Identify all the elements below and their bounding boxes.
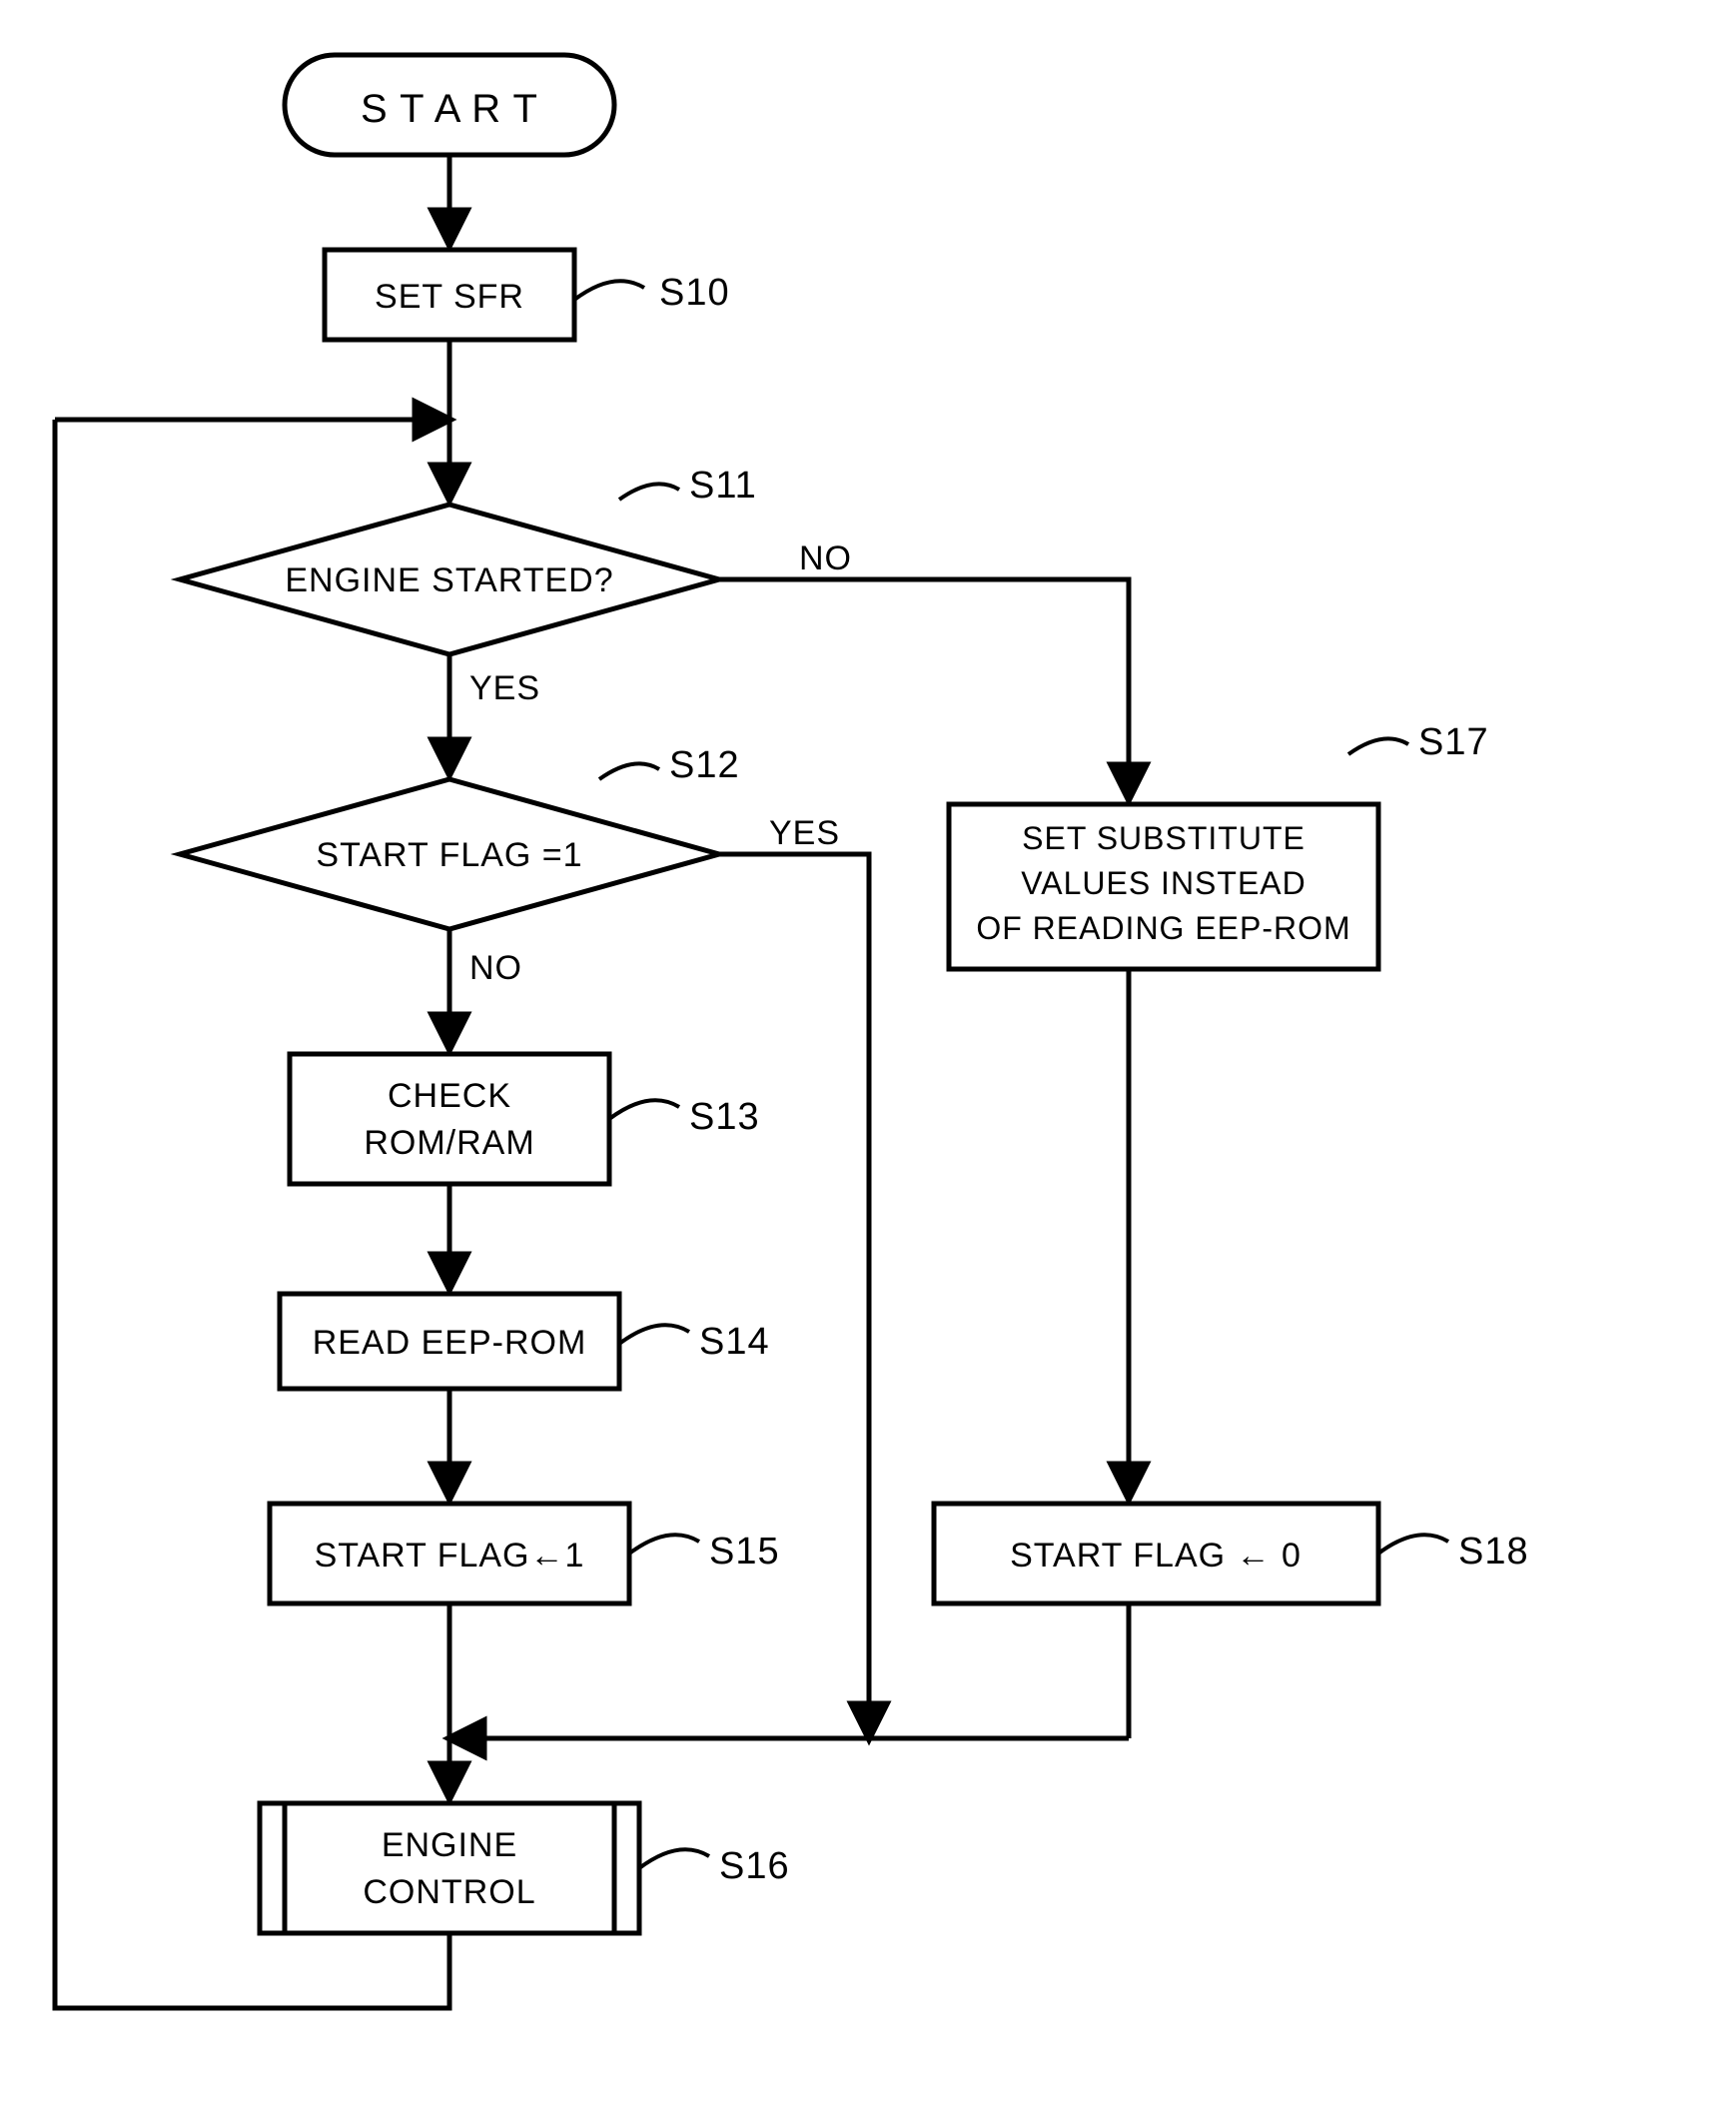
node-s11: ENGINE STARTED? S11 [180, 465, 757, 654]
node-s17: SET SUBSTITUTE VALUES INSTEAD OF READING… [949, 721, 1489, 969]
node-s15: START FLAG←1 S15 [270, 1504, 780, 1603]
s11-yes: YES [469, 669, 540, 707]
s13-tag: S13 [689, 1096, 760, 1138]
s12-label: START FLAG =1 [316, 836, 582, 874]
flowchart-canvas: S T A R T SET SFR S10 ENGINE STARTED? S1… [0, 0, 1736, 2098]
node-s12: START FLAG =1 S12 [180, 744, 740, 929]
s11-no: NO [799, 539, 852, 577]
s11-label: ENGINE STARTED? [285, 561, 613, 599]
s17-label2: VALUES INSTEAD [1021, 865, 1305, 901]
s12-no: NO [469, 949, 522, 987]
s14-label: READ EEP-ROM [313, 1324, 587, 1362]
s17-tag: S17 [1418, 721, 1489, 763]
s16-label1: ENGINE [382, 1826, 517, 1864]
s16-tag: S16 [719, 1845, 790, 1887]
s16-label2: CONTROL [363, 1873, 535, 1911]
s14-tag: S14 [699, 1321, 770, 1363]
node-s16: ENGINE CONTROL S16 [260, 1803, 790, 1933]
node-s14: READ EEP-ROM S14 [280, 1294, 770, 1389]
node-s10: SET SFR S10 [325, 250, 730, 340]
s15-tag: S15 [709, 1531, 780, 1573]
s18-label: START FLAG ← 0 [1010, 1537, 1302, 1575]
s13-label2: ROM/RAM [364, 1124, 534, 1162]
s17-label3: OF READING EEP-ROM [976, 910, 1350, 946]
s10-tag: S10 [659, 272, 730, 314]
s10-label: SET SFR [375, 278, 524, 316]
s12-tag: S12 [669, 744, 740, 786]
node-s18: START FLAG ← 0 S18 [934, 1504, 1529, 1603]
node-s13: CHECK ROM/RAM S13 [290, 1054, 760, 1184]
start-label: S T A R T [361, 87, 538, 131]
s15-label: START FLAG←1 [315, 1537, 585, 1575]
s12-yes: YES [769, 814, 840, 852]
s18-tag: S18 [1458, 1531, 1529, 1573]
s13-label1: CHECK [388, 1077, 511, 1115]
s11-tag: S11 [689, 465, 757, 507]
s17-label1: SET SUBSTITUTE [1022, 820, 1305, 856]
node-start: S T A R T [285, 55, 614, 155]
